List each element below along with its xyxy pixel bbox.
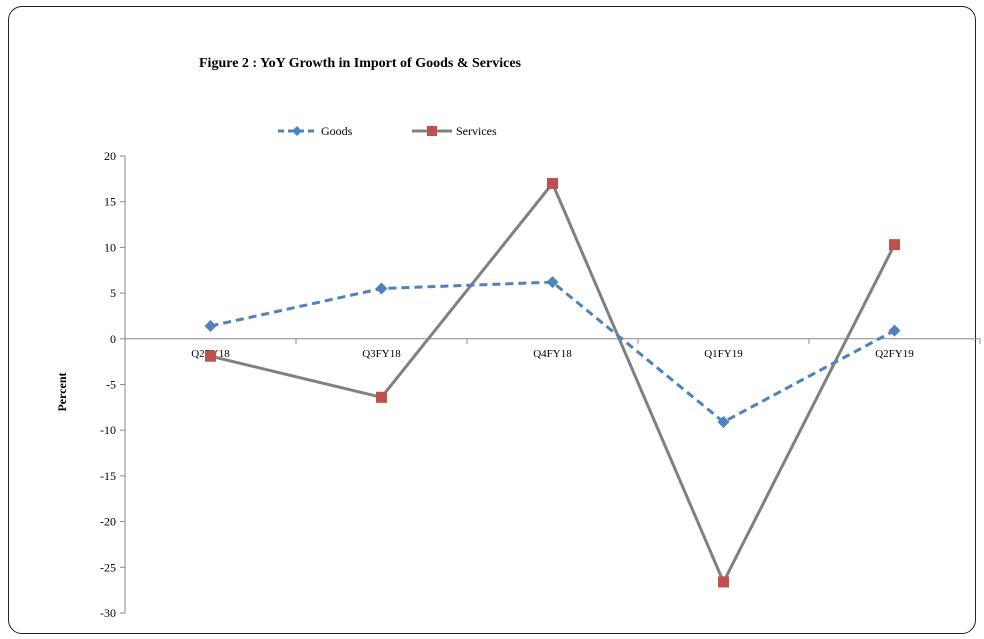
x-ticks: Q2FY18Q3FY18Q4FY18Q1FY19Q2FY19 [124, 338, 981, 360]
series-layer [204, 177, 901, 588]
series-line-services [210, 181, 896, 584]
data-point-goods [717, 415, 730, 428]
y-tick-label: -5 [106, 378, 116, 392]
legend: Goods Services [278, 124, 497, 138]
legend-marker-services [427, 126, 437, 136]
series-line-goods [210, 280, 896, 424]
legend-label-goods: Goods [321, 124, 353, 138]
x-tick-label: Q2FY19 [875, 348, 914, 360]
y-tick-label: -25 [100, 560, 116, 574]
y-tick-label: 15 [104, 195, 116, 209]
data-point-goods [375, 282, 388, 295]
legend-item-goods: Goods [278, 124, 353, 138]
data-point-goods [888, 324, 901, 337]
y-tick-label: 20 [104, 149, 116, 163]
x-tick-label: Q1FY19 [704, 348, 743, 360]
legend-item-services: Services [412, 124, 497, 138]
chart-frame [8, 6, 976, 634]
y-tick-label: -30 [100, 606, 116, 620]
data-point-goods [204, 320, 217, 333]
y-tick-label: 0 [110, 332, 116, 346]
data-point-services [547, 177, 558, 189]
data-point-services [376, 391, 387, 403]
y-tick-label: -15 [100, 469, 116, 483]
data-point-goods [546, 276, 559, 289]
data-point-services [718, 576, 729, 588]
y-axis-label: Percent [55, 372, 69, 411]
legend-label-services: Services [456, 124, 497, 138]
data-point-services [205, 350, 216, 362]
x-tick-label: Q4FY18 [533, 348, 572, 360]
y-tick-label: -10 [100, 423, 116, 437]
y-tick-label: 5 [110, 286, 116, 300]
y-tick-label: -20 [100, 515, 116, 529]
y-ticks: 20 15 10 5 0 -5 -10 -15 -20 -25 -30 [100, 149, 125, 620]
axes [124, 156, 980, 613]
x-tick-label: Q3FY18 [362, 348, 401, 360]
data-point-services [889, 239, 900, 251]
legend-marker-goods [292, 126, 302, 136]
y-tick-label: 10 [104, 240, 116, 254]
chart-title: Figure 2 : YoY Growth in Import of Goods… [199, 56, 522, 71]
